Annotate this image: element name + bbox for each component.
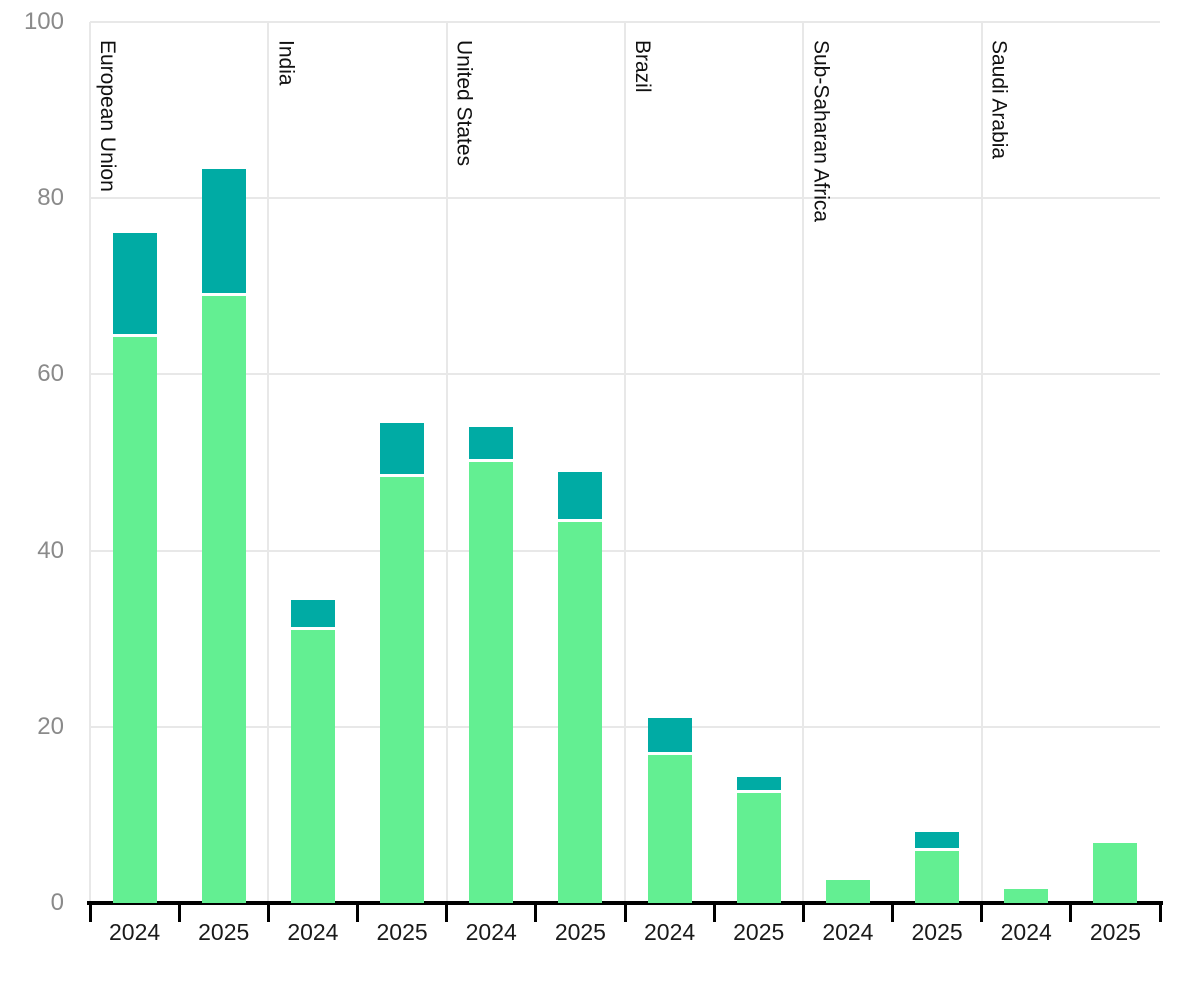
bar-segment-green[interactable] [469, 462, 514, 903]
bar-segment-green[interactable] [736, 793, 781, 903]
bar-united-states-2024 [469, 427, 514, 903]
bar-india-2024 [290, 600, 335, 903]
bar-india-2025 [380, 423, 425, 903]
bar-segment-teal[interactable] [112, 233, 157, 337]
y-tick-label: 0 [50, 889, 64, 916]
bar-segment-teal[interactable] [380, 423, 425, 477]
region-label-brazil: Brazil [631, 40, 654, 93]
x-axis-tick [623, 901, 627, 922]
bar-segment-teal[interactable] [915, 832, 960, 851]
bar-european-union-2024 [112, 233, 157, 903]
bar-segment-green[interactable] [825, 880, 870, 903]
bar-brazil-2025 [736, 777, 781, 903]
region-label-india: India [274, 40, 298, 86]
bar-segment-green[interactable] [1004, 889, 1049, 903]
v-gridline [802, 22, 805, 903]
bar-segment-green[interactable] [112, 337, 157, 903]
x-axis-tick [891, 901, 894, 922]
bar-segment-teal[interactable] [736, 777, 781, 793]
bar-segment-green[interactable] [380, 477, 425, 903]
bar-segment-green[interactable] [201, 296, 246, 903]
x-axis-tick [445, 901, 449, 922]
x-tick-label: 2025 [733, 919, 785, 945]
bar-segment-teal[interactable] [647, 718, 692, 755]
region-label-united-states: United States [452, 40, 476, 167]
v-gridline [267, 22, 270, 903]
x-axis-tick [712, 901, 716, 922]
bar-united-states-2025 [558, 472, 603, 903]
bar-brazil-2024 [647, 718, 692, 903]
bar-segment-teal[interactable] [558, 472, 603, 522]
x-tick-label: 2024 [822, 919, 874, 945]
v-gridline [980, 22, 983, 903]
x-tick-label: 2024 [287, 919, 339, 945]
bar-segment-green[interactable] [1093, 843, 1138, 903]
x-tick-label: 2024 [643, 919, 696, 945]
v-gridline [624, 22, 626, 903]
bar-sub-saharan-africa-2024 [825, 880, 870, 903]
x-axis-tick [980, 901, 984, 922]
region-label-european-union: European Union [96, 40, 119, 192]
bar-segment-teal[interactable] [201, 169, 246, 296]
bar-sub-saharan-africa-2025 [915, 832, 960, 903]
v-gridline [89, 22, 91, 903]
x-axis-tick [177, 901, 181, 922]
bar-segment-green[interactable] [647, 755, 692, 903]
x-tick-label: 2024 [108, 919, 161, 945]
x-tick-label: 2025 [911, 919, 963, 945]
bar-segment-green[interactable] [558, 522, 603, 903]
y-tick-label: 60 [37, 360, 64, 388]
x-tick-label: 2024 [1000, 919, 1052, 945]
x-axis-tick [356, 901, 359, 922]
x-axis-tick [534, 901, 538, 922]
y-tick-label: 20 [37, 712, 64, 740]
bar-segment-teal[interactable] [469, 427, 514, 462]
x-tick-label: 2024 [465, 919, 517, 945]
x-tick-label: 2025 [376, 919, 428, 945]
bar-segment-green[interactable] [915, 851, 960, 903]
bar-segment-green[interactable] [290, 630, 335, 903]
x-axis-tick [801, 901, 805, 922]
x-axis-tick [266, 901, 270, 922]
x-axis-tick [88, 901, 92, 922]
y-tick-label: 40 [37, 536, 64, 564]
x-tick-label: 2025 [554, 919, 606, 945]
region-label-saudi-arabia: Saudi Arabia [987, 40, 1011, 160]
v-gridline [445, 22, 448, 903]
x-tick-label: 2025 [1089, 919, 1141, 945]
x-axis-tick [1069, 901, 1073, 922]
bar-saudi-arabia-2025 [1093, 843, 1138, 903]
bar-saudi-arabia-2024 [1004, 889, 1049, 903]
y-tick-label: 100 [23, 8, 64, 35]
plot-area [87, 21, 1163, 922]
x-axis-tick [1158, 901, 1162, 922]
bar-segment-teal[interactable] [290, 600, 335, 630]
x-tick-label: 2025 [198, 919, 250, 945]
y-tick-label: 80 [37, 184, 64, 212]
bar-european-union-2025 [201, 169, 246, 903]
region-label-sub-saharan-africa: Sub-Saharan Africa [809, 40, 833, 223]
